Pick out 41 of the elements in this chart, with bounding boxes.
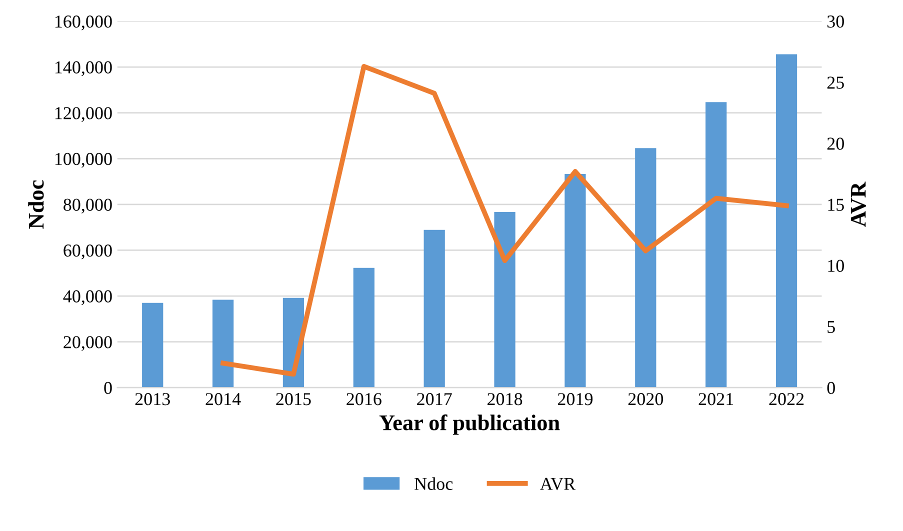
- x-tick-label: 2013: [135, 393, 170, 406]
- y2-tick-label: 25: [827, 76, 844, 89]
- x-tick-label: 2014: [206, 393, 241, 406]
- x-tick-label: 2021: [698, 393, 734, 406]
- bar: [353, 268, 374, 388]
- y-tick-label: 80,000: [64, 198, 112, 214]
- bar: [212, 300, 234, 388]
- x-tick-label: 2016: [346, 393, 382, 406]
- bar: [776, 54, 798, 388]
- bar: [706, 102, 727, 388]
- bar: [424, 230, 445, 388]
- x-tick-label: 2018: [488, 393, 522, 406]
- y-tick-label: 0: [104, 382, 112, 394]
- x-tick-label: 2017: [417, 393, 452, 406]
- y-tick-label: 60,000: [64, 244, 112, 260]
- line-series: [220, 64, 789, 377]
- bar: [494, 212, 516, 388]
- y-tick-label: 40,000: [63, 290, 112, 306]
- y-tick-label: 160,000: [55, 15, 112, 30]
- bar: [635, 148, 656, 388]
- y2-axis-title: AVR: [850, 182, 866, 227]
- y2-tick-label: 30: [827, 15, 844, 28]
- bar: [142, 302, 164, 388]
- y-axis-title: Ndoc: [28, 180, 44, 229]
- x-tick-label: 2019: [558, 393, 593, 406]
- y-tick-label: 100,000: [55, 152, 112, 168]
- y2-tick-label: 10: [828, 260, 844, 272]
- y2-tick-label: 20: [827, 138, 844, 150]
- x-tick-label: 2020: [628, 393, 664, 406]
- x-axis-title: Year of publication: [379, 414, 560, 435]
- y2-tick-label: 5: [828, 321, 835, 334]
- y2-tick-label: 15: [828, 198, 844, 211]
- y-tick-label: 120,000: [55, 107, 112, 122]
- x-tick-label: 2015: [276, 393, 311, 406]
- legend-label: Ndoc: [414, 477, 453, 490]
- legend-label: AVR: [540, 478, 576, 490]
- y2-tick-label: 0: [827, 382, 835, 394]
- y-tick-label: 140,000: [55, 61, 112, 76]
- y-tick-label: 20,000: [64, 336, 112, 351]
- bar: [564, 174, 586, 388]
- x-tick-label: 2022: [769, 393, 804, 406]
